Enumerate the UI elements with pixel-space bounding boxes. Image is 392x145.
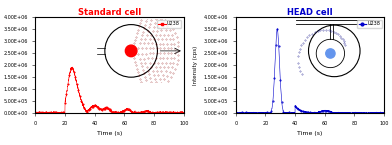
Legend: U238: U238 bbox=[157, 20, 181, 28]
X-axis label: Time (s): Time (s) bbox=[97, 131, 122, 136]
Title: Standard cell: Standard cell bbox=[78, 8, 141, 17]
Title: HEAD cell: HEAD cell bbox=[287, 8, 333, 17]
Y-axis label: Intensity (cps): Intensity (cps) bbox=[193, 46, 198, 85]
Legend: U238: U238 bbox=[357, 20, 382, 28]
X-axis label: Time (s): Time (s) bbox=[297, 131, 323, 136]
